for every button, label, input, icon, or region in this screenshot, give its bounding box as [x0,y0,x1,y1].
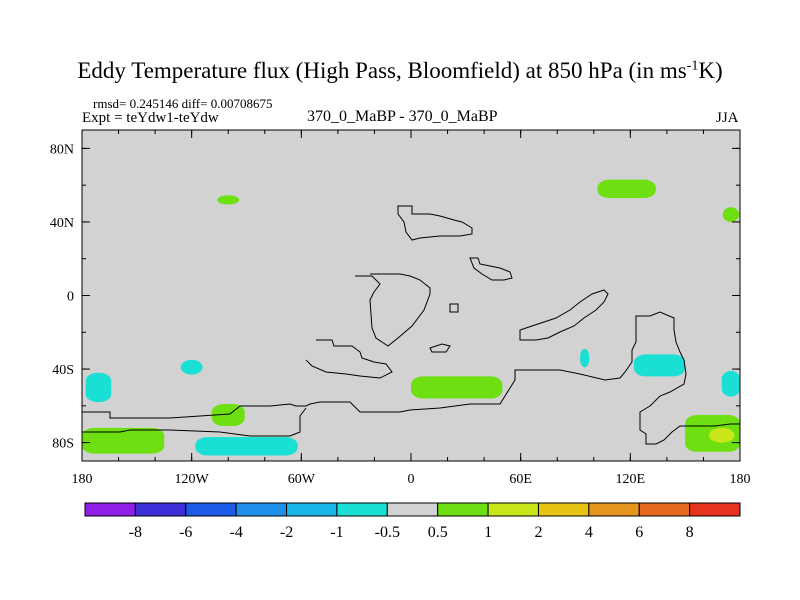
coast-indian-segment [519,289,609,341]
colorbar-box-12 [689,502,741,517]
colorbar-label-3: -2 [280,524,293,541]
coast-island-segment [449,303,459,313]
colorbar-label-10: 6 [635,524,643,541]
colorbar-label-7: 1 [484,524,492,541]
colorbar-label-4: -1 [330,524,343,541]
y-tick-label-2: 0 [67,290,74,305]
contour-region-1 [180,359,203,375]
coast-island-segment-2 [429,343,451,353]
colorbar-label-6: 0.5 [428,524,448,541]
season-label: JJA [716,110,739,126]
colorbar-box-10 [588,502,640,517]
colorbar-box-7 [437,502,489,517]
contour-region-6 [597,179,656,199]
coast-northern-segment [397,205,473,241]
contour-region-7 [217,195,240,205]
coastline-outline [82,205,740,445]
coast-southamerica-segment [305,339,393,379]
colorbar-box-8 [487,502,539,517]
x-tick-label-1: 120W [175,472,210,487]
colorbar-box-11 [638,502,691,517]
contour-region-5 [721,370,740,397]
contour-region-10 [211,403,245,427]
stats-label: rmsd= 0.245146 diff= 0.00708675 [93,96,273,111]
x-tick-label-2: 60W [288,472,316,487]
contour-region-0 [85,372,112,403]
contour-region-3 [633,354,686,377]
colorbar: -8 -6 -4 -2 -1 -0.5 0.5 1 2 4 6 8 [84,502,741,541]
y-tick-label-0: 80S [52,437,74,452]
colorbar-label-5: -0.5 [375,524,400,541]
x-tick-label-4: 60E [509,472,532,487]
x-tick-label-5: 120E [616,472,646,487]
contour-region-8 [722,207,740,222]
map-axes: 180 120W 60W 0 60E 120E 180 80S 40S 0 40N 80N [50,129,751,487]
colorbar-label-0: -8 [129,524,142,541]
colorbar-label-8: 2 [534,524,542,541]
colorbar-box-5 [336,502,388,517]
x-tick-label-3: 0 [408,472,415,487]
y-tick-label-4: 80N [50,142,74,157]
x-tick-label-0: 180 [72,472,93,487]
colorbar-label-9: 4 [585,524,593,541]
colorbar-box-1 [134,502,187,517]
colorbar-label-1: -6 [179,524,192,541]
colorbar-label-11: 8 [686,524,694,541]
contour-region-13 [708,427,735,443]
contour-region-12 [82,427,165,454]
colorbar-box-9 [537,502,590,517]
y-tick-label-3: 40N [50,216,74,231]
contour-region-4 [580,348,590,368]
chart-title: Eddy Temperature flux (High Pass, Bloomf… [77,58,723,83]
contour-regions [82,179,740,456]
y-tick-label-1: 40S [52,363,74,378]
colorbar-box-0 [84,502,136,517]
colorbar-box-4 [286,502,338,517]
coast-africa-segment [355,273,431,347]
coast-asia-segment [469,257,513,281]
coast-antarctic-segment [82,407,307,437]
colorbar-box-3 [235,502,288,517]
colorbar-box-6 [386,502,439,517]
contour-region-9 [411,376,503,399]
coast-south-segment [82,311,740,445]
x-tick-label-6: 180 [730,472,751,487]
contour-region-2 [195,437,298,456]
experiment-label: Expt = teYdw1-teYdw [82,110,219,126]
case-label: 370_0_MaBP - 370_0_MaBP [307,108,498,125]
colorbar-box-2 [185,502,237,517]
colorbar-label-2: -4 [229,524,242,541]
